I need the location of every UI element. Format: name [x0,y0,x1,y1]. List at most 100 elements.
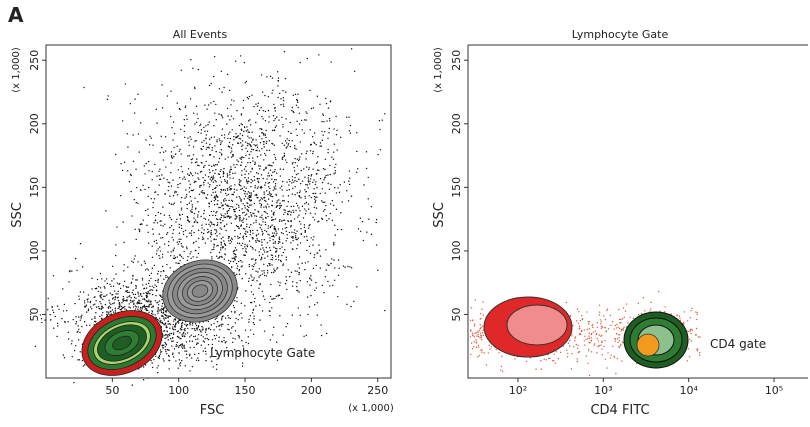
event-dot [190,251,192,253]
event-dot [123,161,126,163]
x-tick-label: 10⁴ [679,384,698,397]
event-dot [205,328,207,330]
event-dot [233,100,235,102]
event-dot [235,196,238,198]
event-dot [296,134,298,137]
event-dot [150,312,153,315]
event-dot [192,335,195,338]
event-dot [325,102,328,105]
event-dot [194,123,196,125]
event-dot [253,301,256,303]
event-dot [375,218,378,221]
event-dot [162,358,164,360]
event-dot [207,146,210,148]
event-dot [277,281,279,283]
event-dot [183,344,185,347]
event-dot [184,105,187,107]
event-dot [201,141,203,144]
event-dot [123,280,126,282]
event-dot [188,232,191,234]
event-dot [227,259,230,262]
event-dot [629,316,631,318]
event-dot [301,180,304,182]
event-dot [135,279,137,281]
event-dot [208,169,211,171]
event-dot [138,151,140,153]
event-dot [125,299,127,302]
event-dot [137,291,139,293]
event-dot [271,264,273,266]
event-dot [197,216,199,218]
event-dot [271,92,273,94]
event-dot [233,135,235,138]
event-dot [303,132,306,134]
event-dot [250,137,252,139]
event-dot [287,269,289,271]
x-axis-label: FSC [200,403,225,418]
event-dot [121,302,123,304]
event-dot [158,300,161,302]
event-dot [584,344,586,346]
event-dot [273,186,275,188]
event-dot [249,301,252,304]
event-dot [272,238,274,241]
event-dot [135,286,137,288]
event-dot [169,337,172,340]
event-dot [159,213,162,215]
event-dot [130,190,132,193]
event-dot [291,231,293,234]
event-dot [293,181,295,183]
event-dot [246,126,248,128]
event-dot [281,254,283,257]
event-dot [111,280,113,282]
event-dot [115,244,117,246]
event-dot [227,115,229,117]
event-dot [189,336,191,338]
event-dot [309,129,311,131]
event-dot [174,326,177,328]
event-dot [170,254,172,257]
event-dot [192,174,194,177]
event-dot [333,279,336,281]
event-dot [172,340,174,342]
event-dot [219,151,221,154]
event-dot [264,110,267,113]
event-dot [201,192,204,194]
event-dot [147,290,149,293]
event-dot [481,349,483,351]
event-dot [203,229,205,231]
contour [191,284,209,298]
event-dot [246,142,249,145]
event-dot [679,319,682,322]
event-dot [193,86,196,88]
event-dot [326,263,328,265]
event-dot [309,180,311,183]
event-dot [136,301,139,304]
event-dot [289,275,291,278]
event-dot [192,146,195,148]
event-dot [220,323,222,326]
event-dot [261,198,264,200]
event-dot [258,200,261,202]
event-dot [271,178,273,180]
event-dot [324,276,326,278]
event-dot [606,367,608,369]
event-dot [245,187,247,189]
event-dot [632,317,635,320]
event-dot [322,134,324,136]
event-dot [192,154,195,156]
event-dot [75,316,77,318]
event-dot [194,197,196,199]
event-dot [297,101,299,103]
event-dot [601,341,603,344]
event-dot [216,140,218,143]
event-dot [291,139,293,142]
event-dot [153,358,155,361]
event-dot [574,340,576,342]
event-dot [570,368,573,370]
event-dot [243,156,245,159]
event-dot [141,279,144,281]
event-dot [190,234,193,237]
event-dot [212,214,214,217]
event-dot [229,189,231,191]
